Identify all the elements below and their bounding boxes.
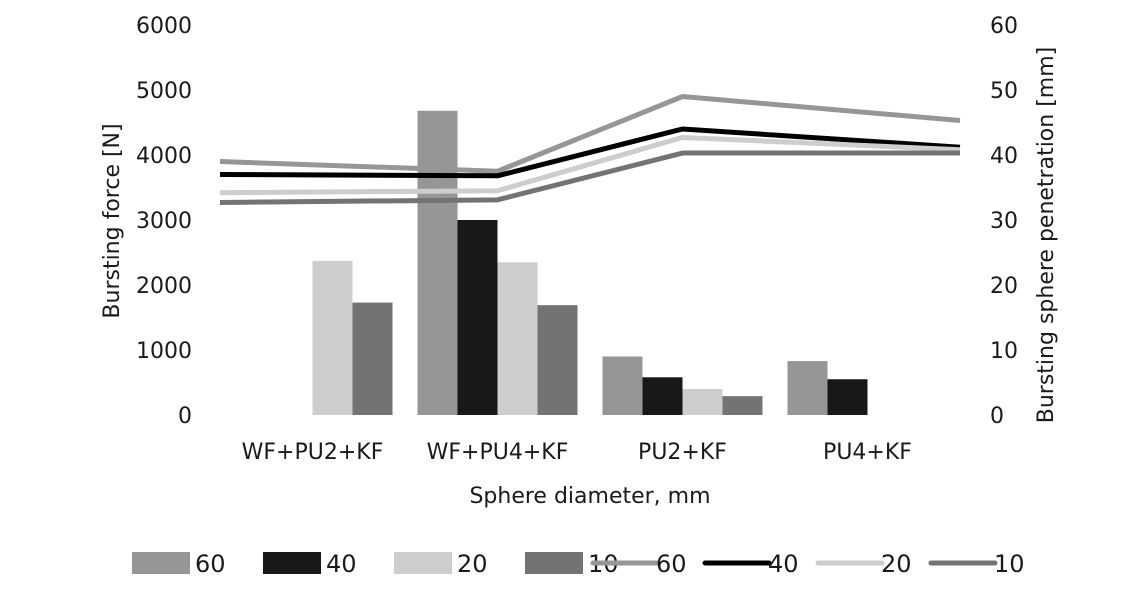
line-10 [219, 150, 960, 205]
y2-tick-label: 60 [990, 14, 1018, 39]
y2-tick-label: 50 [990, 79, 1018, 104]
legend-label: 40 [326, 550, 357, 578]
bar-20 [682, 389, 723, 415]
bar-10 [352, 302, 393, 415]
bar-60 [417, 110, 458, 416]
y2-tick-label: 10 [990, 339, 1018, 364]
bar-60 [787, 361, 828, 415]
legend-label: 60 [195, 550, 226, 578]
lines-layer [219, 94, 961, 205]
y-axis-title: Bursting force [N] [100, 123, 125, 318]
x-tick-label: WF+PU4+KF [427, 440, 569, 465]
legend-bar-swatch [525, 552, 583, 574]
legend-bar-swatch [394, 552, 452, 574]
y2-tick-label: 30 [990, 209, 1018, 234]
y-tick-label: 3000 [136, 209, 192, 234]
legend-label: 40 [768, 550, 799, 578]
y-tick-label: 5000 [136, 79, 192, 104]
legend-label: 60 [656, 550, 687, 578]
x-tick-label: WF+PU2+KF [242, 440, 384, 465]
bar-40 [642, 377, 683, 415]
y-tick-label: 4000 [136, 144, 192, 169]
legend-label: 20 [457, 550, 488, 578]
legend-bar-swatch [132, 552, 190, 574]
bars-layer [312, 110, 868, 416]
legend: 6040201060402010 [132, 550, 1025, 578]
bar-10 [722, 396, 763, 415]
line-60 [219, 94, 961, 174]
y2-tick-label: 40 [990, 144, 1018, 169]
y-tick-label: 0 [178, 404, 192, 429]
bar-40 [827, 379, 868, 415]
x-tick-label: PU2+KF [638, 440, 727, 465]
line-20 [219, 134, 961, 196]
y2-axis-title: Bursting sphere penetration [mm] [1034, 47, 1059, 423]
legend-bar-swatch [263, 552, 321, 574]
legend-label: 20 [881, 550, 912, 578]
y2-tick-label: 20 [990, 274, 1018, 299]
y-tick-label: 1000 [136, 339, 192, 364]
x-axis-title: Sphere diameter, mm [469, 484, 710, 509]
axes-layer: 0 1000 2000 3000 4000 5000 6000 0 10 20 30 40 50 60 WF… [136, 14, 1018, 465]
bar-60 [602, 356, 643, 415]
y2-tick-label: 0 [990, 404, 1004, 429]
bar-10 [537, 305, 578, 415]
legend-label: 10 [994, 550, 1025, 578]
line-40 [219, 126, 961, 179]
bar-20 [312, 260, 353, 415]
y-tick-label: 6000 [136, 14, 192, 39]
bar-20 [497, 262, 538, 415]
y-tick-label: 2000 [136, 274, 192, 299]
x-tick-label: PU4+KF [823, 440, 912, 465]
bar-40 [457, 220, 498, 415]
